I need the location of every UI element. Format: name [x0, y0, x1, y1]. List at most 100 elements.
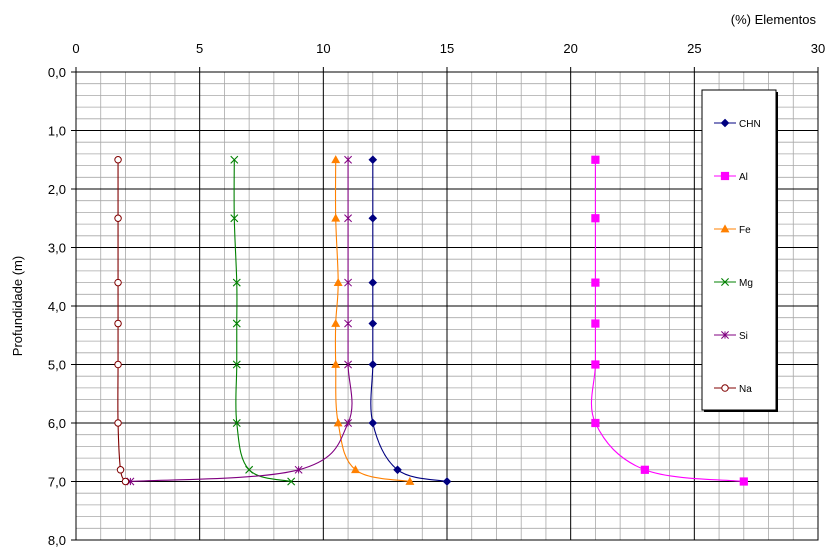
y-axis-title: Profundidade (m): [10, 256, 25, 356]
y-axis-ticks: 0,0 1,0 2,0 3,0 4,0 5,0 6,0 7,0 8,0: [48, 65, 76, 548]
series-line-chn: [370, 159, 448, 483]
legend: CHN Al Fe Mg Si Na: [701, 89, 778, 412]
data-point-na: [114, 419, 122, 427]
legend-marker-si: [721, 331, 729, 339]
data-point-al: [591, 155, 600, 164]
data-point-fe: [333, 418, 343, 427]
data-point-si: [344, 214, 353, 223]
data-point-chn: [368, 360, 378, 369]
series-na: [114, 156, 130, 486]
legend-label-si: Si: [739, 331, 748, 342]
data-point-mg: [232, 360, 241, 369]
x-tick-label: 10: [316, 41, 330, 56]
legend-item-al: Al: [714, 171, 748, 183]
x-tick-label: 0: [72, 41, 79, 56]
x-tick-label: 25: [687, 41, 701, 56]
x-tick-label: 5: [196, 41, 203, 56]
data-point-si: [294, 465, 303, 474]
data-point-si: [344, 419, 353, 427]
y-tick-label: 4,0: [48, 299, 66, 314]
data-point-si: [344, 319, 353, 328]
series-layer: [114, 155, 748, 486]
y-tick-label: 7,0: [48, 475, 66, 490]
data-point-mg-stroke: [245, 465, 254, 474]
y-tick-label: 0,0: [48, 65, 66, 80]
data-point-chn: [368, 418, 378, 428]
series-fe: [331, 155, 415, 485]
data-point-si: [344, 278, 353, 287]
data-point-mg: [245, 465, 254, 474]
data-point-al: [591, 319, 600, 328]
data-point-si: [344, 360, 353, 369]
legend-label-mg: Mg: [739, 278, 753, 289]
data-point-mg: [230, 214, 239, 223]
data-point-mg-stroke: [232, 278, 241, 287]
legend-label-al: Al: [739, 172, 748, 183]
data-point-al: [591, 360, 600, 369]
series-mg: [230, 155, 296, 486]
data-point-mg-stroke: [230, 155, 239, 164]
data-point-fe: [405, 476, 415, 485]
legend-item-mg: Mg: [714, 278, 753, 289]
x-axis-ticks: 0 5 10 15 20 25 30: [72, 41, 825, 72]
data-point-al: [591, 278, 600, 287]
x-tick-label: 30: [811, 41, 825, 56]
data-point-mg: [230, 155, 239, 164]
data-point-na: [116, 466, 125, 474]
data-point-al: [591, 214, 600, 223]
y-tick-label: 5,0: [48, 358, 66, 373]
legend-marker-chn: [720, 118, 730, 128]
legend-label-na: Na: [739, 384, 752, 395]
data-point-si: [344, 155, 353, 164]
data-point-na: [114, 156, 122, 164]
x-tick-label: 15: [440, 41, 454, 56]
y-tick-label: 1,0: [48, 124, 66, 139]
series-si: [126, 155, 353, 486]
data-point-mg-stroke: [287, 477, 296, 486]
series-chn: [368, 155, 452, 486]
legend-label-fe: Fe: [739, 225, 751, 236]
data-point-chn: [368, 155, 378, 165]
data-point-chn: [442, 477, 452, 486]
data-point-fe: [331, 155, 341, 164]
y-tick-label: 6,0: [48, 416, 66, 431]
legend-marker-na: [721, 384, 729, 392]
legend-item-na: Na: [714, 384, 752, 395]
series-line-si: [130, 159, 353, 483]
data-point-fe: [331, 318, 341, 327]
x-tick-label: 20: [563, 41, 577, 56]
data-point-chn: [368, 278, 378, 287]
data-point-na: [114, 319, 122, 328]
data-point-mg: [232, 319, 241, 328]
data-point-chn: [368, 319, 378, 328]
y-tick-label: 2,0: [48, 182, 66, 197]
data-point-chn: [368, 213, 378, 223]
legend-label-chn: CHN: [739, 119, 761, 130]
data-point-mg: [232, 419, 241, 427]
legend-marker-mg-stroke: [721, 278, 729, 286]
data-point-mg-stroke: [232, 319, 241, 328]
data-point-na: [114, 214, 122, 222]
data-point-mg-stroke: [230, 214, 239, 223]
data-point-na: [114, 278, 122, 287]
series-line-mg: [233, 159, 292, 483]
legend-marker-mg: [721, 278, 729, 286]
data-point-mg: [287, 477, 296, 486]
data-point-al: [739, 477, 748, 486]
legend-item-si: Si: [714, 331, 748, 342]
legend-marker-al: [720, 171, 730, 181]
data-point-al: [640, 465, 649, 474]
data-point-mg-stroke: [232, 360, 241, 369]
data-point-mg: [232, 278, 241, 287]
y-tick-label: 8,0: [48, 533, 66, 548]
data-point-fe: [351, 465, 360, 474]
legend-item-fe: Fe: [714, 224, 751, 236]
series-al: [590, 155, 748, 486]
data-point-fe: [333, 277, 343, 286]
data-point-na: [114, 360, 122, 369]
data-point-mg-stroke: [232, 419, 241, 427]
legend-box: [701, 89, 777, 411]
x-axis-title: (%) Elementos: [731, 12, 817, 27]
data-point-chn: [393, 465, 402, 475]
